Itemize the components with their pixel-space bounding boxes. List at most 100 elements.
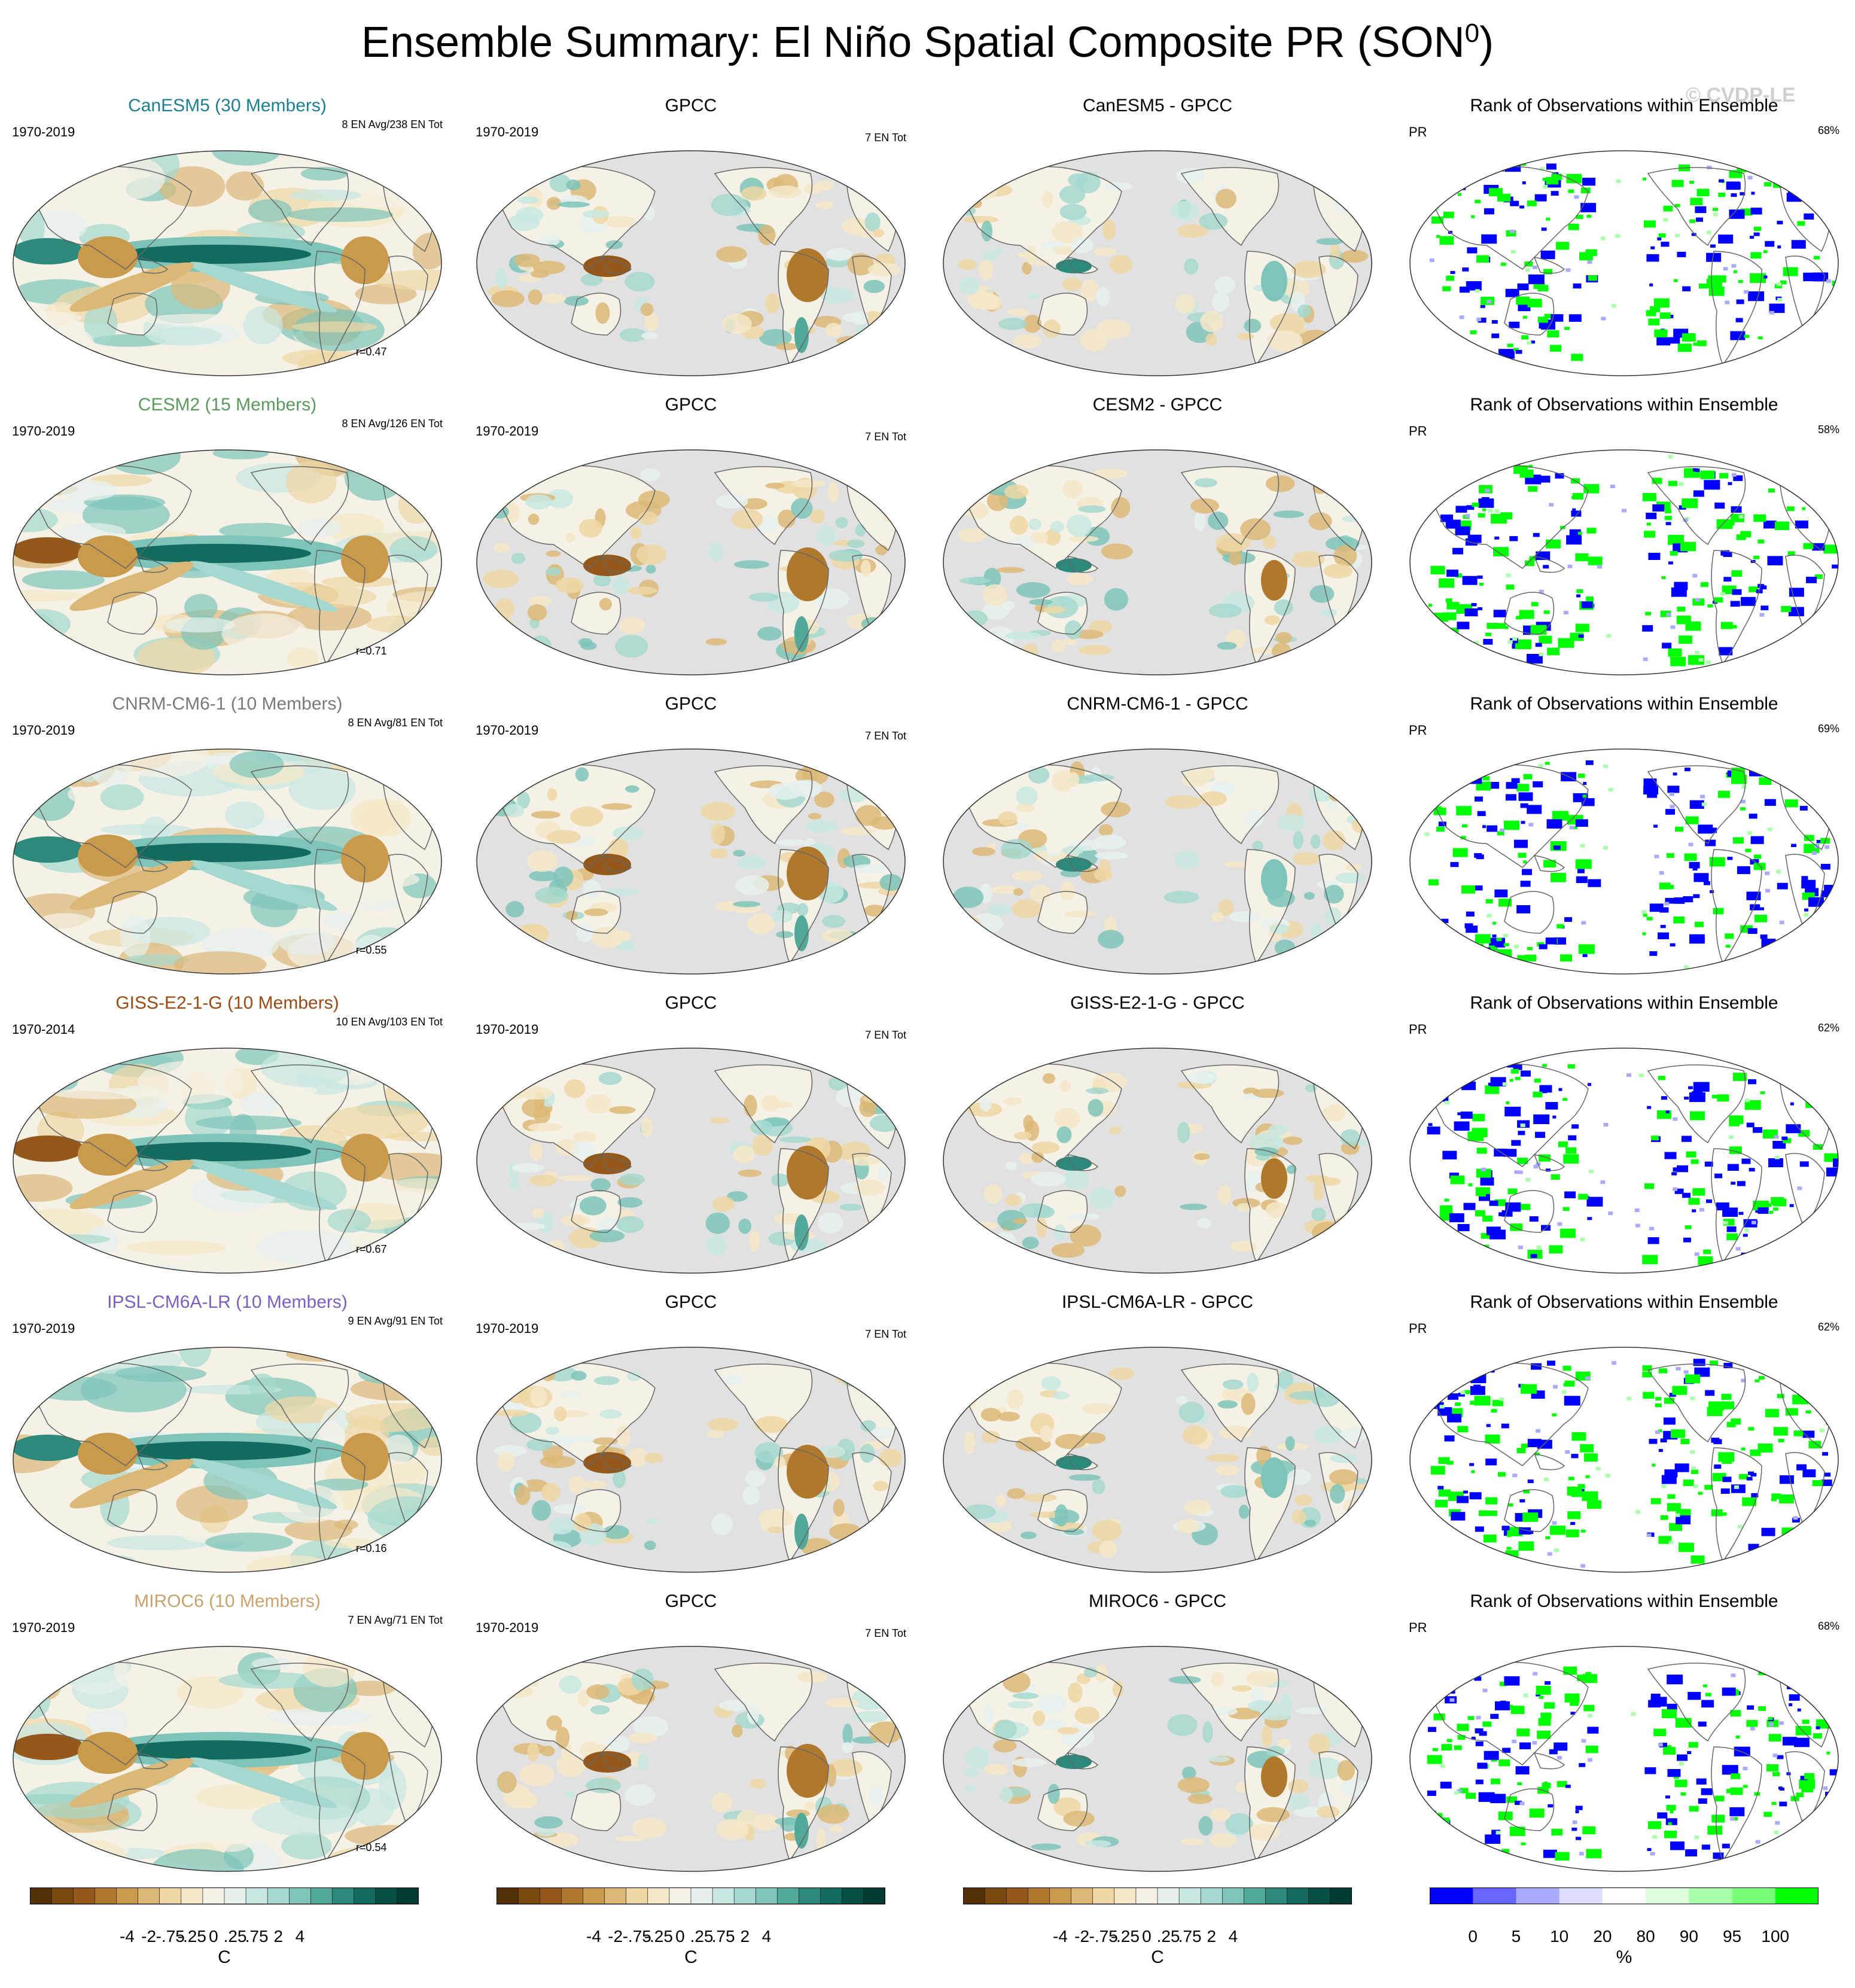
colorbar-swatch — [289, 1887, 312, 1905]
colorbar-tick-label: 2 — [1207, 1927, 1217, 1946]
composite-map — [13, 1347, 442, 1573]
model-panel: MIROC6 (10 Members) 1970-2019 7 EN Avg/71 … — [0, 1591, 455, 1890]
colorbar-swatches — [497, 1887, 885, 1905]
en-count-label: 8 EN Avg/238 EN Tot — [342, 118, 443, 130]
colorbar-tick-label: 0 — [1468, 1927, 1478, 1946]
colorbar-swatch — [1775, 1887, 1819, 1904]
rank-title: Rank of Observations within Ensemble — [1470, 1591, 1778, 1611]
difference-panel: CESM2 - GPCC — [930, 395, 1385, 694]
model-panel: CanESM5 (30 Members) 1970-2019 8 EN Avg/23… — [0, 96, 455, 395]
colorbar-tick-label: -2 — [608, 1927, 623, 1946]
period-label: 1970-2019 — [476, 1321, 539, 1336]
rank-map — [1409, 1347, 1839, 1573]
colorbar-ticks: -4 -2 -.75 -.25 0.25.75 2 4 — [497, 1927, 885, 1951]
colorbar-swatch — [138, 1887, 160, 1905]
rank-map — [1409, 1048, 1839, 1274]
colorbar: -4 -2 -.75 -.25 0.25.75 2 4 C — [497, 1887, 885, 1977]
colorbar-unit: C — [218, 1947, 231, 1967]
composite-map — [13, 150, 442, 376]
colorbar-swatch — [539, 1887, 562, 1905]
colorbar-swatch — [1049, 1887, 1072, 1905]
colorbar-swatch — [1114, 1887, 1137, 1905]
colorbar-swatch — [1200, 1887, 1223, 1905]
colorbar: -4 -2 -.75 -.25 0.25.75 2 4 C — [30, 1887, 419, 1977]
variable-label: PR — [1409, 723, 1427, 738]
composite-map — [476, 449, 906, 675]
colorbar-tick-label: .25 — [1156, 1927, 1180, 1946]
difference-title: MIROC6 - GPCC — [1088, 1591, 1226, 1611]
colorbar-tick-label: -.75 — [156, 1927, 185, 1946]
period-label: 1970-2019 — [12, 124, 75, 139]
rank-map — [1409, 1646, 1839, 1872]
colorbar-swatch — [202, 1887, 225, 1905]
colorbar-tick-label: 5 — [1511, 1927, 1521, 1946]
period-label: 1970-2019 — [476, 1022, 539, 1037]
rank-title: Rank of Observations within Ensemble — [1470, 1292, 1778, 1312]
composite-map — [476, 1048, 906, 1274]
colorbar-swatch — [310, 1887, 333, 1905]
page-title: Ensemble Summary: El Niño Spatial Compos… — [361, 19, 1494, 66]
colorbar-swatch — [604, 1887, 627, 1905]
colorbar-swatch — [756, 1887, 778, 1905]
en-count-label: 8 EN Avg/126 EN Tot — [342, 418, 443, 430]
en-count-label: 7 EN Tot — [865, 132, 906, 144]
rank-title: Rank of Observations within Ensemble — [1470, 694, 1778, 714]
gpcc-panel: GPCC 1970-2019 7 EN Tot — [464, 395, 918, 694]
pattern-correlation: r=0.54 — [356, 1841, 387, 1853]
rank-title: Rank of Observations within Ensemble — [1470, 96, 1778, 115]
colorbar-tick-label: 4 — [762, 1927, 772, 1946]
gpcc-panel: GPCC 1970-2019 7 EN Tot — [464, 96, 918, 395]
period-label: 1970-2019 — [12, 424, 75, 439]
colorbar-tick-label: 0 — [1142, 1927, 1152, 1946]
model-panel: IPSL-CM6A-LR (10 Members) 1970-2019 9 EN A… — [0, 1292, 455, 1591]
colorbar-tick-label: -4 — [120, 1927, 135, 1946]
rank-percent: 58% — [1817, 424, 1839, 436]
model-title: CESM2 (15 Members) — [138, 395, 317, 415]
colorbar-tick-label: .75 — [711, 1927, 735, 1946]
colorbar-swatch — [95, 1887, 117, 1905]
colorbar-swatch — [159, 1887, 182, 1905]
composite-map — [476, 150, 906, 376]
rank-title: Rank of Observations within Ensemble — [1470, 395, 1778, 415]
rank-panel: Rank of Observations within Ensemble PR 62… — [1397, 1292, 1851, 1591]
en-count-label: 7 EN Tot — [865, 431, 906, 443]
colorbar-tick-label: 2 — [740, 1927, 750, 1946]
composite-map — [13, 1048, 442, 1274]
period-label: 1970-2019 — [12, 1620, 75, 1635]
period-label: 1970-2019 — [476, 424, 539, 439]
colorbar-swatch — [1157, 1887, 1180, 1905]
colorbar-tick-label: 2 — [273, 1927, 284, 1946]
colorbar-swatch — [626, 1887, 648, 1905]
colorbar-tick-label: -.25 — [177, 1927, 206, 1946]
difference-title: CESM2 - GPCC — [1092, 395, 1223, 415]
colorbar-tick-label: -.25 — [644, 1927, 673, 1946]
model-title: IPSL-CM6A-LR (10 Members) — [107, 1292, 348, 1312]
en-count-label: 7 EN Tot — [865, 1627, 906, 1639]
pattern-correlation: r=0.67 — [356, 1243, 387, 1255]
variable-label: PR — [1409, 424, 1427, 439]
period-label: 1970-2019 — [476, 124, 539, 139]
colorbar-swatch — [820, 1887, 843, 1905]
colorbar-ticks: -4 -2 -.75 -.25 0.25.75 2 4 — [963, 1927, 1352, 1951]
colorbar-tick-label: 4 — [295, 1927, 305, 1946]
colorbar: -4 -2 -.75 -.25 0.25.75 2 4 C — [963, 1887, 1352, 1977]
composite-map — [943, 1347, 1372, 1573]
model-title: MIROC6 (10 Members) — [134, 1591, 321, 1611]
gpcc-title: GPCC — [665, 1292, 717, 1312]
colorbar-tick-label: .25 — [690, 1927, 714, 1946]
difference-title: GISS-E2-1-G - GPCC — [1070, 993, 1245, 1013]
colorbar-swatch — [669, 1887, 692, 1905]
composite-map — [13, 449, 442, 675]
rank-panel: Rank of Observations within Ensemble PR 58… — [1397, 395, 1851, 694]
colorbar-swatch — [1287, 1887, 1309, 1905]
difference-panel: GISS-E2-1-G - GPCC — [930, 993, 1385, 1292]
colorbar-swatch — [1689, 1887, 1733, 1904]
colorbar-ticks: -4 -2 -.75 -.25 0.25.75 2 4 — [30, 1927, 419, 1951]
difference-panel: MIROC6 - GPCC — [930, 1591, 1385, 1890]
colorbar-swatch — [842, 1887, 864, 1905]
rank-panel: Rank of Observations within Ensemble PR 68… — [1397, 96, 1851, 395]
colorbar-tick-label: 0 — [209, 1927, 218, 1946]
difference-title: IPSL-CM6A-LR - GPCC — [1061, 1292, 1254, 1312]
rank-map — [1409, 150, 1839, 376]
model-title: CanESM5 (30 Members) — [128, 96, 327, 115]
